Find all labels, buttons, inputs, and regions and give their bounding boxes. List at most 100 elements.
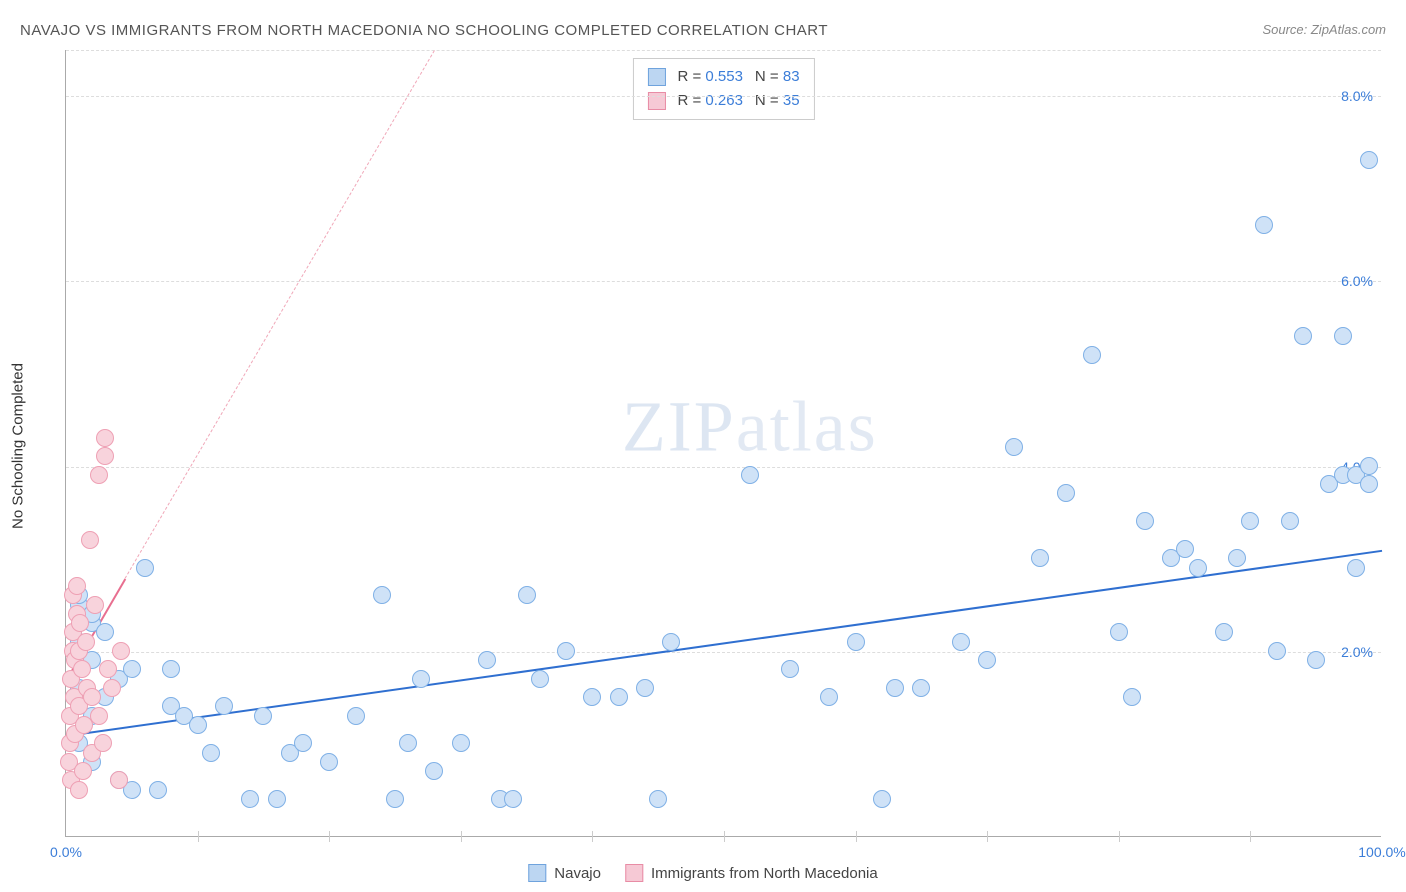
- data-point: [873, 790, 891, 808]
- data-point: [254, 707, 272, 725]
- xtick: [856, 831, 857, 842]
- data-point: [112, 642, 130, 660]
- data-point: [90, 707, 108, 725]
- swatch-macedonia: [625, 864, 643, 882]
- data-point: [583, 688, 601, 706]
- xtick: [592, 831, 593, 842]
- data-point: [636, 679, 654, 697]
- data-point: [1241, 512, 1259, 530]
- data-point: [1360, 151, 1378, 169]
- data-point: [478, 651, 496, 669]
- data-point: [557, 642, 575, 660]
- data-point: [103, 679, 121, 697]
- data-point: [202, 744, 220, 762]
- stats-row-macedonia: R = 0.263 N = 35: [647, 89, 799, 113]
- data-point: [70, 781, 88, 799]
- xtick: [1250, 831, 1251, 842]
- data-point: [81, 531, 99, 549]
- data-point: [373, 586, 391, 604]
- data-point: [518, 586, 536, 604]
- trendline: [125, 50, 435, 578]
- stat-r-label: R = 0.553: [677, 65, 742, 89]
- ytick-label: 2.0%: [1341, 644, 1373, 660]
- data-point: [99, 660, 117, 678]
- stat-n-label: N = 83: [755, 65, 800, 89]
- gridline-h: [66, 96, 1381, 97]
- data-point: [1031, 549, 1049, 567]
- data-point: [781, 660, 799, 678]
- swatch-navajo: [528, 864, 546, 882]
- gridline-h: [66, 50, 1381, 51]
- swatch-navajo: [647, 68, 665, 86]
- data-point: [662, 633, 680, 651]
- data-point: [68, 577, 86, 595]
- data-point: [162, 660, 180, 678]
- data-point: [73, 660, 91, 678]
- data-point: [123, 660, 141, 678]
- xtick-label: 0.0%: [50, 844, 82, 860]
- data-point: [425, 762, 443, 780]
- data-point: [347, 707, 365, 725]
- xtick: [987, 831, 988, 842]
- data-point: [86, 596, 104, 614]
- data-point: [1215, 623, 1233, 641]
- data-point: [452, 734, 470, 752]
- watermark-thin: atlas: [736, 387, 878, 467]
- data-point: [1057, 484, 1075, 502]
- data-point: [1176, 540, 1194, 558]
- legend-item-navajo: Navajo: [528, 864, 601, 882]
- data-point: [96, 429, 114, 447]
- gridline-h: [66, 281, 1381, 282]
- data-point: [649, 790, 667, 808]
- legend-item-macedonia: Immigrants from North Macedonia: [625, 864, 878, 882]
- data-point: [886, 679, 904, 697]
- data-point: [1347, 559, 1365, 577]
- chart-title: NAVAJO VS IMMIGRANTS FROM NORTH MACEDONI…: [20, 22, 828, 39]
- data-point: [1360, 457, 1378, 475]
- data-point: [1189, 559, 1207, 577]
- data-point: [847, 633, 865, 651]
- xtick: [1119, 831, 1120, 842]
- data-point: [1005, 438, 1023, 456]
- xtick: [329, 831, 330, 842]
- xtick: [461, 831, 462, 842]
- gridline-h: [66, 467, 1381, 468]
- data-point: [215, 697, 233, 715]
- data-point: [189, 716, 207, 734]
- bottom-legend: Navajo Immigrants from North Macedonia: [528, 864, 877, 882]
- data-point: [1228, 549, 1246, 567]
- data-point: [412, 670, 430, 688]
- data-point: [268, 790, 286, 808]
- data-point: [1136, 512, 1154, 530]
- data-point: [978, 651, 996, 669]
- data-point: [386, 790, 404, 808]
- data-point: [96, 447, 114, 465]
- chart-container: NAVAJO VS IMMIGRANTS FROM NORTH MACEDONI…: [0, 0, 1406, 892]
- data-point: [110, 771, 128, 789]
- data-point: [96, 623, 114, 641]
- swatch-macedonia: [647, 92, 665, 110]
- data-point: [610, 688, 628, 706]
- ytick-label: 6.0%: [1341, 273, 1373, 289]
- data-point: [241, 790, 259, 808]
- stats-row-navajo: R = 0.553 N = 83: [647, 65, 799, 89]
- data-point: [71, 614, 89, 632]
- xtick-label: 100.0%: [1358, 844, 1405, 860]
- data-point: [741, 466, 759, 484]
- data-point: [149, 781, 167, 799]
- data-point: [1083, 346, 1101, 364]
- data-point: [1123, 688, 1141, 706]
- data-point: [820, 688, 838, 706]
- data-point: [94, 734, 112, 752]
- data-point: [90, 466, 108, 484]
- source-attribution: Source: ZipAtlas.com: [1262, 22, 1386, 37]
- xtick: [724, 831, 725, 842]
- stat-n-label: N = 35: [755, 89, 800, 113]
- legend-label: Immigrants from North Macedonia: [651, 865, 878, 882]
- data-point: [1334, 327, 1352, 345]
- watermark: ZIPatlas: [622, 386, 878, 469]
- data-point: [1294, 327, 1312, 345]
- data-point: [1360, 475, 1378, 493]
- data-point: [1255, 216, 1273, 234]
- data-point: [74, 762, 92, 780]
